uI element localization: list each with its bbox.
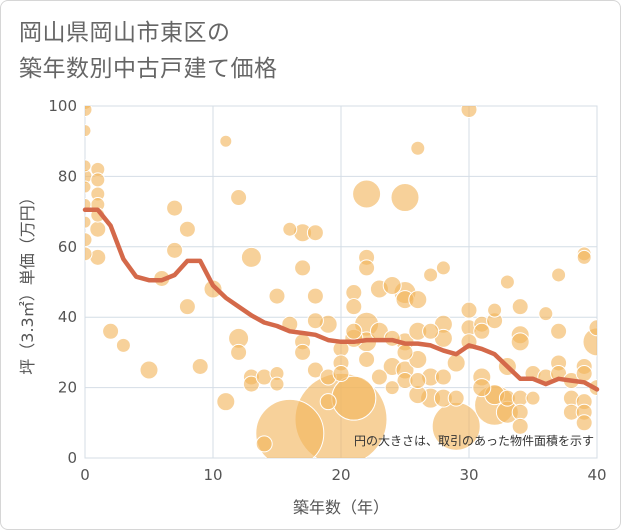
data-bubble [382,276,402,296]
chart-title-line-1: 岡山県岡山市東区の [19,20,231,46]
data-bubble [85,246,93,262]
data-bubble [203,279,223,299]
data-bubble [85,180,92,194]
data-bubble [473,322,491,340]
data-bubble [434,368,452,386]
data-bubble [269,376,285,392]
data-bubble [102,322,120,340]
data-bubble [306,224,324,242]
data-bubble [294,343,312,361]
data-bubble [85,106,93,118]
data-bubble [409,372,427,390]
y-tick-label: 100 [48,97,77,115]
y-tick-label: 0 [67,449,77,467]
data-bubble [89,220,107,238]
data-bubble [345,322,363,340]
x-tick-label: 40 [587,466,606,484]
y-tick-label: 60 [58,238,77,256]
data-bubble [332,365,350,383]
data-bubble [240,246,262,268]
average-price-line [82,207,600,392]
data-bubble [85,124,92,138]
data-bubble [178,298,196,316]
data-bubble [115,337,131,353]
data-bubble [422,322,440,340]
data-bubble [166,241,184,259]
data-bubble [306,361,324,379]
data-bubble [85,232,93,248]
data-bubble [446,353,466,373]
data-bubble [230,189,248,207]
data-bubble [85,215,92,229]
data-bubble [331,375,377,421]
data-bubble [85,159,92,173]
data-bubble [282,221,298,237]
data-bubble [390,183,420,213]
data-bubble [255,398,325,458]
trend-line-series [82,207,600,392]
data-bubble [90,172,106,188]
data-bubble [345,298,363,316]
y-tick-label: 40 [58,308,77,326]
data-bubble [575,414,593,432]
data-bubble [306,312,324,330]
data-bubble [358,350,376,368]
data-bubble [358,259,376,277]
data-bubble [447,389,465,407]
data-bubble [460,106,478,119]
data-bubble [79,89,91,101]
data-bubble [588,319,597,337]
data-bubble [139,360,159,380]
data-bubble [423,267,439,283]
chart-title-line-2: 築年数別中古戸建て価格 [19,56,278,82]
data-bubble [576,249,592,265]
data-bubble [230,343,248,361]
x-axis-label: 築年数（年） [293,498,389,517]
data-bubble [191,357,209,375]
data-bubble [511,298,529,316]
y-tick-label: 20 [58,379,77,397]
data-bubble [294,259,312,277]
data-bubble [255,435,273,453]
x-tick-label: 30 [459,466,478,484]
bubble-series [79,89,597,458]
y-axis-label: 坪（3.3㎡）単価（万円） [18,189,37,374]
data-bubble [396,343,414,361]
data-bubble [352,179,382,209]
size-legend-note: 円の大きさは、取引のあった物件面積を示す [354,433,594,448]
y-tick-label: 80 [58,167,77,185]
data-bubble [550,322,568,340]
data-bubble [525,390,541,406]
data-bubble [460,301,478,319]
data-bubble [408,290,428,310]
data-bubble [306,287,324,305]
axis-ticks: 0 10 20 30 40 0 20 40 60 80 100 [48,97,606,484]
data-bubble [487,302,503,318]
data-bubble [410,140,426,156]
data-bubble [319,393,337,411]
data-bubble [178,220,196,238]
x-tick-label: 0 [80,466,90,484]
data-bubble [575,365,593,383]
data-bubble [216,392,236,412]
data-bubble [551,267,567,283]
data-bubble [219,134,233,148]
data-bubble [511,417,529,435]
chart-title: 岡山県岡山市東区の 築年数別中古戸建て価格 [19,15,278,87]
x-tick-label: 20 [331,466,350,484]
data-bubble [510,332,530,352]
x-tick-label: 10 [203,466,222,484]
data-bubble [268,287,286,305]
data-bubble [538,306,554,322]
data-bubble [370,368,388,386]
data-bubble [472,378,492,398]
data-bubble [435,260,451,276]
data-bubble [384,380,400,396]
data-bubble [242,375,260,393]
data-bubble [499,274,515,290]
data-bubble [166,199,184,217]
